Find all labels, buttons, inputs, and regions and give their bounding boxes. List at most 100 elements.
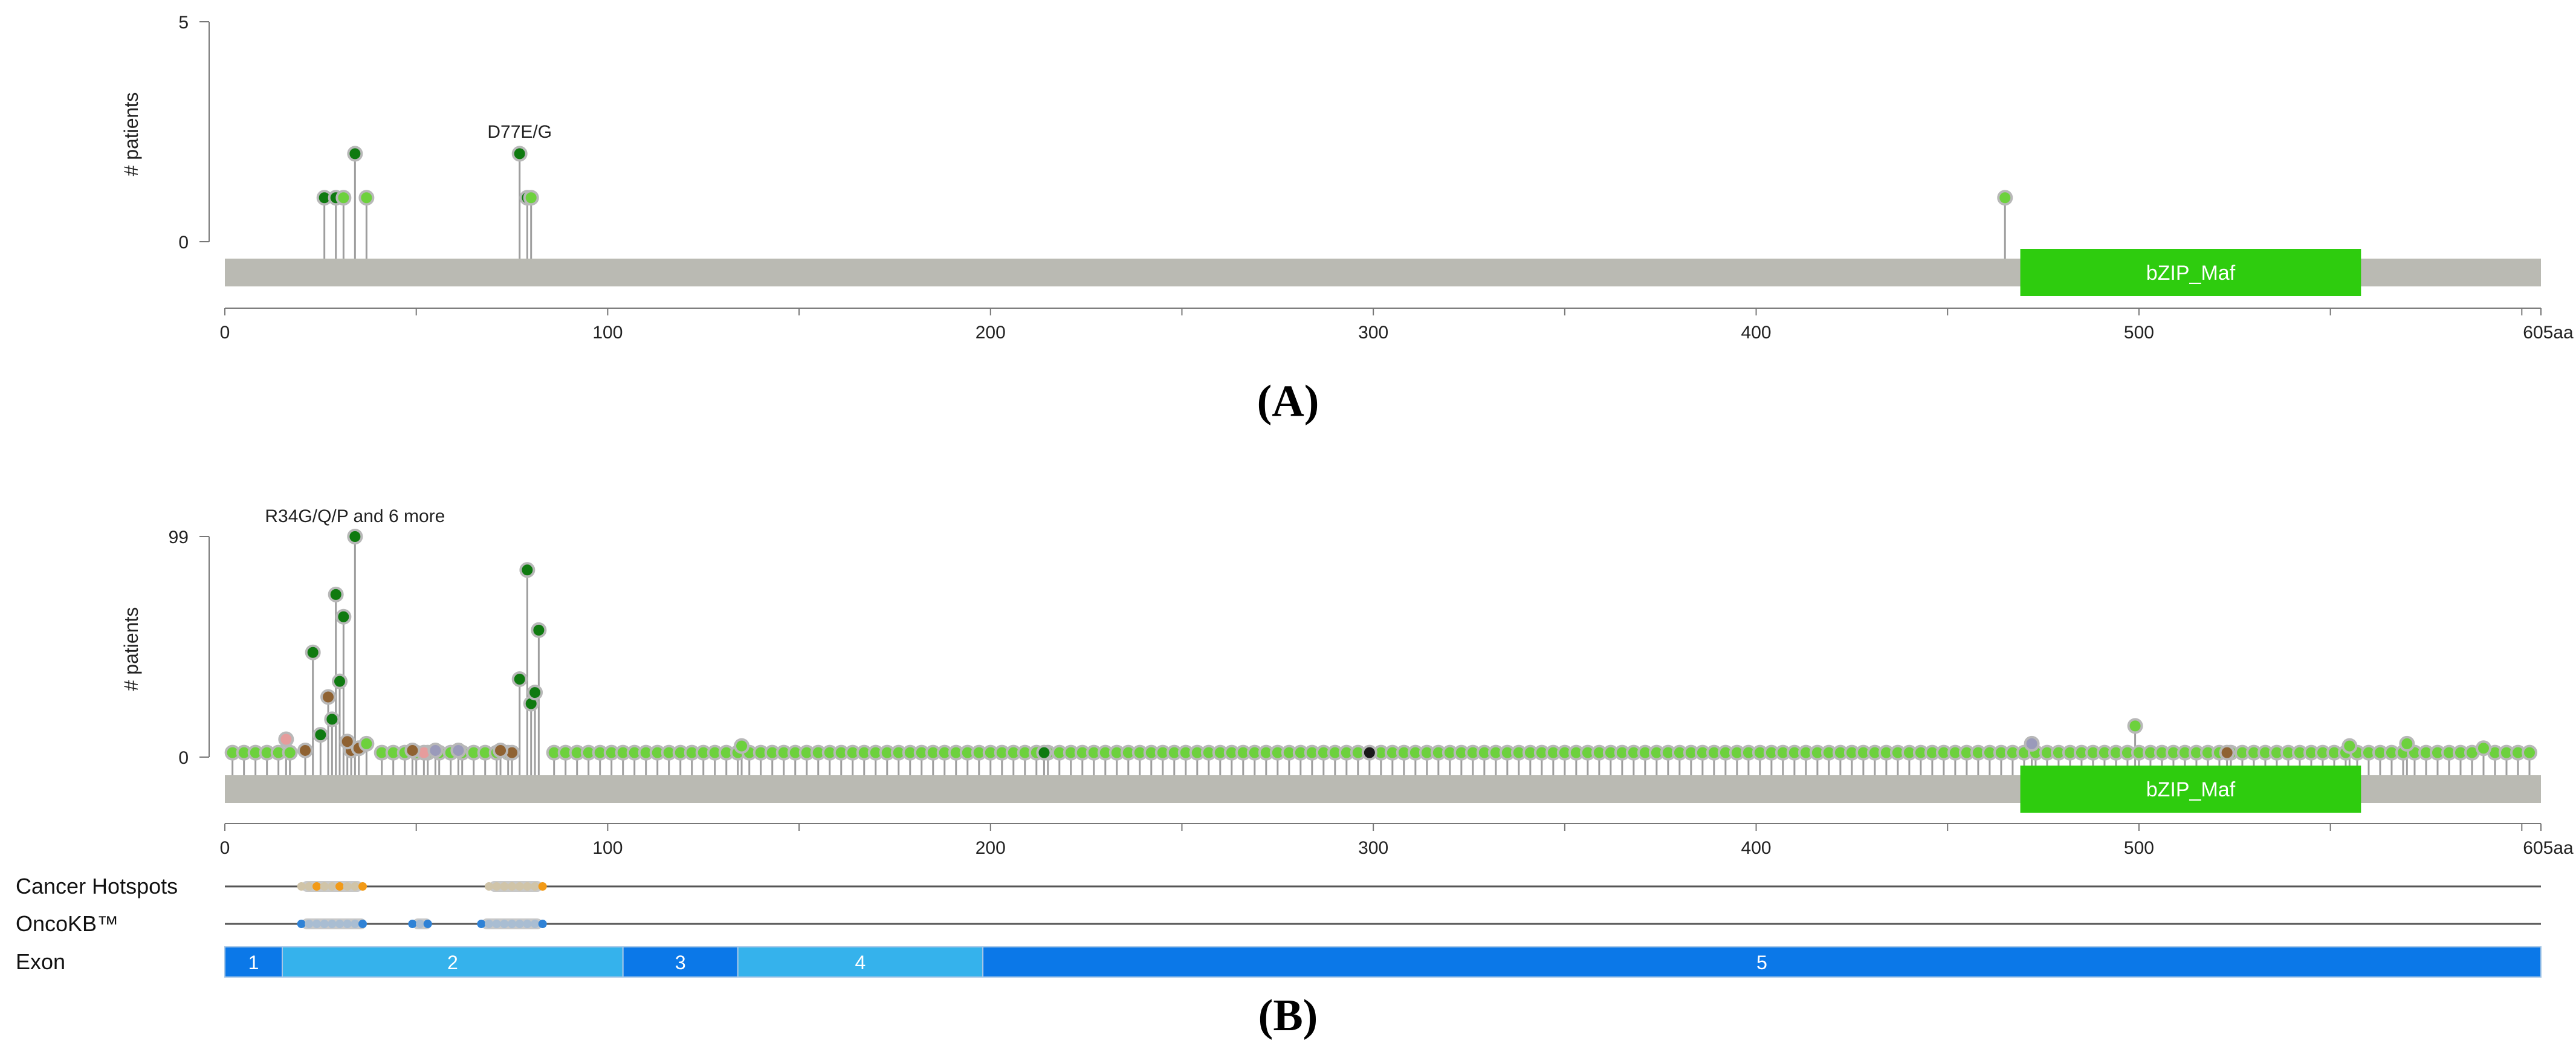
hotspot-marker[interactable] <box>328 882 337 891</box>
oncokb-marker[interactable] <box>328 920 337 928</box>
hotspot-marker[interactable] <box>351 882 360 891</box>
oncokb-marker[interactable] <box>477 920 486 928</box>
panel-b-mutation-head[interactable] <box>339 734 355 750</box>
panel-a-mutation-head[interactable] <box>1997 190 2013 206</box>
panel-b-mutation-head[interactable] <box>519 562 536 578</box>
oncokb-marker[interactable] <box>408 920 417 928</box>
hotspot-marker[interactable] <box>312 882 322 891</box>
panel-b-mutation-head[interactable] <box>427 742 444 758</box>
panel-a-y-tick-label-max: 5 <box>178 13 189 33</box>
panel-b-mutation-head[interactable] <box>347 529 363 544</box>
panel-b-lollipop-plot: 99 0 # patients bZIP_Maf R34G/Q/P and 6 … <box>16 506 2574 1040</box>
panel-b-mutation-head[interactable] <box>278 731 294 747</box>
panel-b-mutation-head[interactable] <box>511 671 528 687</box>
panel-b-mutation-heads <box>224 529 2537 761</box>
panel-b-mutation-head[interactable] <box>2024 735 2040 752</box>
hotspot-marker[interactable] <box>508 882 517 891</box>
hotspot-marker[interactable] <box>305 882 314 891</box>
oncokb-marker[interactable] <box>492 920 501 928</box>
oncokb-marker[interactable] <box>312 920 322 928</box>
hotspot-marker[interactable] <box>523 882 532 891</box>
hotspot-marker[interactable] <box>538 882 547 891</box>
panel-a-mutation-head[interactable] <box>335 190 352 206</box>
panel-b-letter: (B) <box>1258 991 1318 1040</box>
oncokb-marker[interactable] <box>538 920 547 928</box>
panel-a-y-tick-label-zero: 0 <box>178 233 189 253</box>
oncokb-marker[interactable] <box>500 920 509 928</box>
oncokb-marker[interactable] <box>351 920 360 928</box>
panel-a-mutation-head[interactable] <box>523 190 539 206</box>
panel-b-mutation-head[interactable] <box>297 742 314 758</box>
panel-b-mutation-head[interactable] <box>335 608 352 625</box>
hotspot-marker[interactable] <box>343 882 352 891</box>
panel-b-mutation-head[interactable] <box>2219 744 2235 761</box>
panel-a-x-tick-label: 300 <box>1358 323 1388 343</box>
oncokb-marker[interactable] <box>343 920 352 928</box>
hotspot-marker[interactable] <box>492 882 501 891</box>
panel-a-x-tick-label: 605aa <box>2523 323 2574 343</box>
panel-b-mutation-head[interactable] <box>734 738 750 754</box>
panel-b-mutation-head[interactable] <box>1361 744 1377 761</box>
panel-b-mutation-head[interactable] <box>320 689 337 705</box>
panel-b-mutation-head[interactable] <box>2341 738 2358 754</box>
cancer-hotspots-track-label: Cancer Hotspots <box>16 874 178 899</box>
oncokb-marker[interactable] <box>515 920 524 928</box>
hotspot-marker[interactable] <box>515 882 524 891</box>
panel-b-mutation-head[interactable] <box>358 735 375 752</box>
panel-a-mutation-head[interactable] <box>347 146 363 162</box>
panel-a-x-tick-label: 500 <box>2124 323 2154 343</box>
exon-4 <box>737 946 984 978</box>
panel-b-mutation-head[interactable] <box>404 742 421 758</box>
panel-a-top-mutation-label: D77E/G <box>487 122 552 142</box>
hotspot-marker[interactable] <box>531 882 540 891</box>
panel-b-x-tick-label: 400 <box>1741 838 1772 858</box>
panel-b-mutation-head[interactable] <box>312 727 329 743</box>
oncokb-marker[interactable] <box>485 920 494 928</box>
panel-b-mutation-head[interactable] <box>324 711 340 728</box>
cancer-hotspots-track <box>297 881 547 892</box>
hotspot-marker[interactable] <box>297 882 306 891</box>
oncokb-marker[interactable] <box>523 920 532 928</box>
hotspot-marker[interactable] <box>500 882 509 891</box>
panel-b-mutation-head[interactable] <box>2399 735 2415 752</box>
panel-b-mutation-head[interactable] <box>1036 744 1052 761</box>
hotspot-marker[interactable] <box>485 882 494 891</box>
oncokb-marker[interactable] <box>531 920 540 928</box>
panel-b-mutation-head[interactable] <box>2127 718 2143 734</box>
hotspot-marker[interactable] <box>358 882 367 891</box>
panel-b-top-mutation-label: R34G/Q/P and 6 more <box>265 506 445 526</box>
panel-b-mutation-head[interactable] <box>332 673 348 689</box>
panel-b-x-axis: 0 100 200 300 400 500 605aa <box>220 823 2574 858</box>
hotspot-marker[interactable] <box>320 882 329 891</box>
oncokb-marker[interactable] <box>416 920 425 928</box>
panel-a-domain-0 <box>2020 249 2361 296</box>
panel-b-mutation-head[interactable] <box>2521 744 2537 761</box>
oncokb-marker[interactable] <box>358 920 367 928</box>
panel-b-mutation-head[interactable] <box>282 744 298 761</box>
oncokb-marker[interactable] <box>320 920 329 928</box>
panel-a-y-axis-title: # patients <box>120 92 142 176</box>
oncokb-marker[interactable] <box>508 920 517 928</box>
panel-b-domain-label-0: bZIP_Maf <box>2146 778 2236 801</box>
oncokb-track <box>297 918 547 929</box>
oncokb-marker[interactable] <box>297 920 306 928</box>
panel-b-x-tick-label: 200 <box>976 838 1006 858</box>
oncokb-marker[interactable] <box>335 920 345 928</box>
oncokb-marker[interactable] <box>305 920 314 928</box>
panel-b-mutation-head[interactable] <box>527 685 543 701</box>
panel-b-mutation-head[interactable] <box>531 622 547 638</box>
panel-a-mutation-head[interactable] <box>358 190 375 206</box>
exon-3 <box>622 946 739 978</box>
oncokb-marker[interactable] <box>423 920 432 928</box>
panel-b-mutation-head[interactable] <box>2475 740 2491 757</box>
panel-b-mutation-head[interactable] <box>305 644 321 660</box>
hotspot-marker[interactable] <box>335 882 345 891</box>
panel-b-x-tick-label: 0 <box>220 838 230 858</box>
panel-a-mutation-head[interactable] <box>511 146 528 162</box>
panel-b-mutation-head[interactable] <box>328 586 344 602</box>
panel-b-mutation-head[interactable] <box>493 742 509 758</box>
panel-b-mutation-head[interactable] <box>450 742 467 758</box>
panel-a-mutation-stems <box>323 153 2006 259</box>
panel-a-mutation-heads <box>316 146 2013 206</box>
